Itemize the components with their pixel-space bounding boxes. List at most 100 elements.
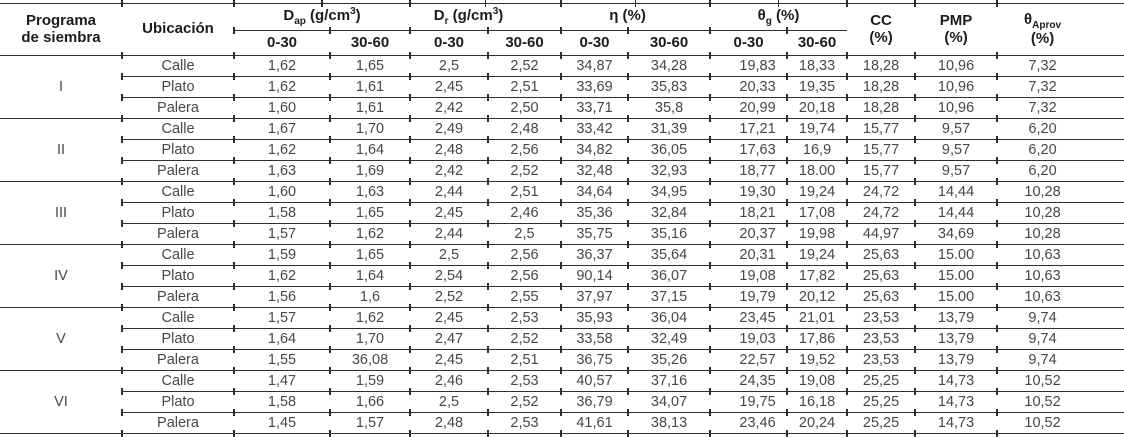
depth-header: 0-30 [233, 26, 330, 59]
value-cell: 16,9 [786, 139, 848, 164]
value-cell: 18,28 [846, 97, 916, 122]
value-cell: 44,97 [846, 223, 916, 248]
group-symbol: θ [757, 7, 766, 25]
value-cell: 40,57 [560, 370, 629, 395]
group-symbol: D [283, 7, 295, 25]
value-cell: 10,96 [914, 97, 998, 122]
location-label: Plato [121, 76, 234, 101]
value-cell: 16,18 [786, 391, 848, 416]
location-label: Plato [121, 265, 234, 290]
group-unit: (%) [618, 7, 646, 25]
group-subscript: Aprov [1032, 19, 1062, 31]
group-symbol: D [433, 7, 445, 25]
value-cell: 10,96 [914, 55, 998, 80]
value-cell: 1,57 [233, 223, 330, 248]
value-cell: 9,74 [996, 349, 1124, 374]
value-cell: 19,98 [786, 223, 848, 248]
value-cell: 21,01 [786, 307, 848, 332]
value-cell: 2,5 [409, 244, 489, 269]
group-subscript: g [765, 16, 772, 28]
value-cell: 25,25 [846, 412, 916, 437]
value-cell: 14,44 [914, 181, 998, 206]
value-cell: 2,50 [487, 97, 562, 122]
value-cell: 2,53 [487, 307, 562, 332]
value-cell: 34,64 [560, 181, 629, 206]
value-cell: 1,56 [233, 286, 330, 311]
location-label: Plato [121, 202, 234, 227]
value-cell: 2,51 [487, 349, 562, 374]
value-cell: 20,24 [786, 412, 848, 437]
value-cell: 2,42 [409, 97, 489, 122]
value-cell: 36,37 [560, 244, 629, 269]
value-cell: 36,79 [560, 391, 629, 416]
value-cell: 1,67 [233, 118, 330, 143]
value-cell: 18,33 [786, 55, 848, 80]
value-cell: 1,70 [329, 328, 411, 353]
table-row: Palera 1,63 1,69 2,42 2,52 32,48 32,93 18,77 18.… [0, 160, 1124, 185]
value-cell: 1,61 [329, 97, 411, 122]
col-group-theta-g: θg (%) [709, 0, 848, 35]
value-cell: 2,48 [487, 118, 562, 143]
value-cell: 35,64 [627, 244, 711, 269]
value-cell: 19,03 [709, 328, 788, 353]
location-label: Calle [121, 307, 234, 332]
value-cell: 1,6 [329, 286, 411, 311]
location-label: Plato [121, 328, 234, 353]
value-cell: 2,5 [409, 391, 489, 416]
value-cell: 18,28 [846, 76, 916, 101]
value-cell: 19,83 [709, 55, 788, 80]
value-cell: 6,20 [996, 118, 1124, 143]
value-cell: 37,16 [627, 370, 711, 395]
value-cell: 10,63 [996, 265, 1124, 290]
value-cell: 9,74 [996, 328, 1124, 353]
location-label: Calle [121, 181, 234, 206]
col-group-dr: Dr (g/cm3) [409, 0, 562, 35]
group-unit-exponent: 3 [492, 6, 499, 18]
location-label: Palera [121, 349, 234, 374]
value-cell: 10,28 [996, 181, 1124, 206]
value-cell: 2,44 [409, 223, 489, 248]
value-cell: 19,24 [786, 181, 848, 206]
value-cell: 14,73 [914, 370, 998, 395]
value-cell: 1,66 [329, 391, 411, 416]
table-row: IV Calle 1,59 1,65 2,5 2,56 36,37 35,64 20,31 19,… [0, 244, 1124, 308]
location-label: Calle [121, 118, 234, 143]
value-cell: 9,57 [914, 160, 998, 185]
value-cell: 2,45 [409, 349, 489, 374]
value-cell: 6,20 [996, 139, 1124, 164]
value-cell: 17,21 [709, 118, 788, 143]
value-cell: 32,93 [627, 160, 711, 185]
value-cell: 32,48 [560, 160, 629, 185]
value-cell: 20,33 [709, 76, 788, 101]
table-row: Palera 1,55 36,08 2,45 2,51 36,75 35,26 22,57 19… [0, 349, 1124, 374]
table-row: I Calle 1,62 1,65 2,5 2,52 34,87 34,28 19,83 18,3… [0, 55, 1124, 119]
location-label: Calle [121, 244, 234, 269]
value-cell: 2,55 [487, 286, 562, 311]
value-cell: 34,07 [627, 391, 711, 416]
value-cell: 17,82 [786, 265, 848, 290]
value-cell: 15,77 [846, 139, 916, 164]
value-cell: 33,71 [560, 97, 629, 122]
table-row: Plato 1,62 1,61 2,45 2,51 33,69 35,83 20,33 19,3… [0, 76, 1124, 101]
value-cell: 33,69 [560, 76, 629, 101]
value-cell: 33,42 [560, 118, 629, 143]
table-row: III Calle 1,60 1,63 2,44 2,51 34,64 34,95 19,30 1… [0, 181, 1124, 245]
col-group-eta: η (%) [560, 0, 711, 35]
col-header-cc: CC (%) [846, 0, 916, 60]
value-cell: 2,44 [409, 181, 489, 206]
value-cell: 13,79 [914, 307, 998, 332]
table-row: Plato 1,62 1,64 2,48 2,56 34,82 36,05 17,63 16,9… [0, 139, 1124, 164]
table-row: VI Calle 1,47 1,59 2,46 2,53 40,57 37,16 24,35 19… [0, 370, 1124, 434]
table-row: V Calle 1,57 1,62 2,45 2,53 35,93 36,04 23,45 21,… [0, 307, 1124, 371]
value-cell: 15.00 [914, 286, 998, 311]
value-cell: 2,56 [487, 139, 562, 164]
value-cell: 38,13 [627, 412, 711, 437]
value-cell: 7,32 [996, 55, 1124, 80]
value-cell: 17,63 [709, 139, 788, 164]
value-cell: 34,87 [560, 55, 629, 80]
value-cell: 1,59 [233, 244, 330, 269]
group-unit: (%) [771, 7, 800, 25]
value-cell: 10,63 [996, 286, 1124, 311]
value-cell: 32,49 [627, 328, 711, 353]
value-cell: 20,18 [786, 97, 848, 122]
